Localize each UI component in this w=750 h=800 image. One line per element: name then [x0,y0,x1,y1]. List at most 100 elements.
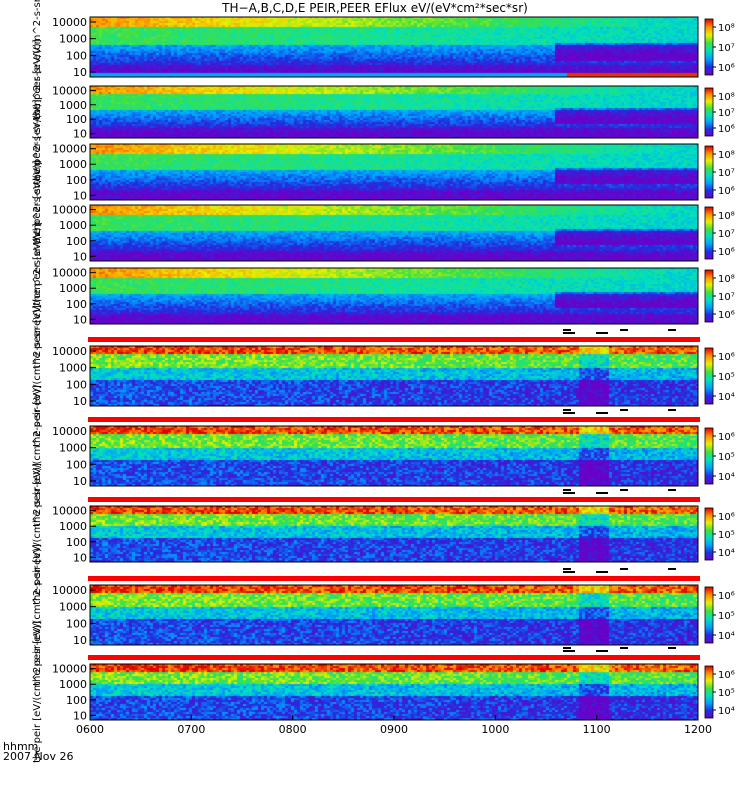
colorbar-tick-label: 10⁶ [718,432,735,443]
colorbar-tick-label: 10⁴ [718,631,735,642]
colorbar-tick-label: 10⁵ [718,372,735,383]
y-tick-label: 10 [73,128,87,141]
colorbar [704,665,714,719]
y-tick-label: 100 [66,458,87,471]
y-tick-label: 10000 [52,84,87,97]
colorbar-tick-label: 10⁷ [718,229,735,240]
colorbar [704,269,714,323]
spectrogram-image [90,144,698,200]
y-tick-label: 1000 [59,442,87,455]
y-axis-label: the peer [eV/(cm^2-s-sr-eV)] [32,39,43,184]
band-marker [88,417,700,422]
y-tick-label: 100 [66,617,87,630]
spectrogram-image [90,17,698,77]
mode-tick [668,409,676,411]
y-tick-label: 10000 [52,505,87,518]
panel-8: 10 100 1000 10000 the peir [eV/(cm^2-s-sr-eV… [32,463,735,605]
panel-frame [89,204,699,262]
y-tick-label: 10 [73,634,87,647]
y-tick-label: 100 [66,378,87,391]
colorbar-tick-label: 10⁶ [718,591,735,602]
panel-10: 10 100 1000 10000 the peir [eV/(cm^2-s-sr-eV… [32,621,735,763]
panel-frame [89,267,699,325]
colorbar [704,18,714,76]
x-axis: 0600 0700 0800 0900 1000 1100 1200 [76,715,712,736]
mode-tick [563,409,571,411]
y-tick-label: 10000 [52,204,87,217]
x-unit-label: hhmm [3,740,39,753]
y-axis-label: the peer [eV/(cm^2-s-sr-eV)] [32,99,43,244]
colorbar-tick-label: 10⁷ [718,43,735,54]
y-tick-label: 10 [73,250,87,263]
mode-tick [620,489,628,491]
mode-tick [563,571,575,573]
spectrogram-image [90,346,698,406]
y-tick-label: 10 [73,189,87,202]
mode-tick [668,489,676,491]
y-tick-label: 100 [66,298,87,311]
panel-9: 10 100 1000 10000 the peir [eV/(cm^2-s-sr-eV… [32,544,735,686]
mode-tick [563,650,575,652]
colorbar-tick-label: 10⁵ [718,530,735,541]
x-tick-label: 1100 [583,723,611,736]
colorbar [704,87,714,137]
band-marker [88,497,700,502]
spectrogram-image [90,205,698,261]
panel-7: 10 100 1000 10000 the peir [eV/(cm^2-s-sr-eV… [32,385,735,527]
colorbar-tick-label: 10⁸ [718,274,735,285]
colorbar-tick-label: 10⁴ [718,472,735,483]
panel-frame [89,425,699,487]
y-tick-label: 10 [73,551,87,564]
panel-stack: 10 100 1000 10000 the peer [eV/(cm^2-s-sr-eV… [32,0,735,763]
colorbar-tick-label: 10⁶ [718,352,735,363]
y-tick-label: 10000 [52,267,87,280]
spectrogram-image [90,426,698,486]
date-label: 2007 Nov 26 [3,750,74,763]
x-tick-label: 1200 [684,723,712,736]
colorbar-tick-label: 10⁵ [718,611,735,622]
colorbar-tick-label: 10⁷ [718,108,735,119]
mode-tick [563,492,575,494]
colorbar [704,347,714,405]
mode-tick [596,650,608,652]
mode-tick [620,329,628,331]
panel-frame [89,85,699,139]
y-tick-label: 100 [66,49,87,62]
y-tick-label: 1000 [59,601,87,614]
x-tick-label: 0700 [177,723,205,736]
panel-frame [89,16,699,78]
mode-tick [668,568,676,570]
y-axis-label: the peer [eV/(cm^2-s-sr-eV)] [32,160,43,305]
y-tick-label: 10 [73,709,87,722]
y-tick-label: 1000 [59,678,87,691]
y-tick-label: 100 [66,113,87,126]
mode-tick [563,647,571,649]
band-marker [88,337,700,342]
colorbar-tick-label: 10⁴ [718,706,735,717]
panel-frame [89,143,699,201]
y-axis-label: the peer [eV/(cm^2-s-sr-eV)] [32,223,43,368]
panel-frame [89,505,699,563]
colorbar-tick-label: 10⁷ [718,292,735,303]
mode-tick [563,332,575,334]
band-marker [88,655,700,660]
colorbar-tick-label: 10⁴ [718,548,735,559]
x-tick-label: 0800 [279,723,307,736]
mode-tick [596,571,608,573]
mode-tick [620,409,628,411]
panel-6: 10 100 1000 10000 the peir [eV/(cm^2-s-sr-eV… [32,305,735,447]
y-tick-label: 10000 [52,16,87,29]
y-tick-label: 1000 [59,520,87,533]
mode-tick [620,568,628,570]
colorbar [704,427,714,485]
y-axis-label: the peir [eV/(cm^2-s-sr-eV)] [32,463,43,605]
panel-frame [89,345,699,407]
mode-tick [596,412,608,414]
spectrogram-image [90,506,698,562]
y-tick-label: 100 [66,174,87,187]
colorbar [704,586,714,644]
colorbar-tick-label: 10⁶ [718,670,735,681]
y-axis-label: the peir [eV/(cm^2-s-sr-eV)] [32,621,43,763]
y-tick-label: 10 [73,313,87,326]
